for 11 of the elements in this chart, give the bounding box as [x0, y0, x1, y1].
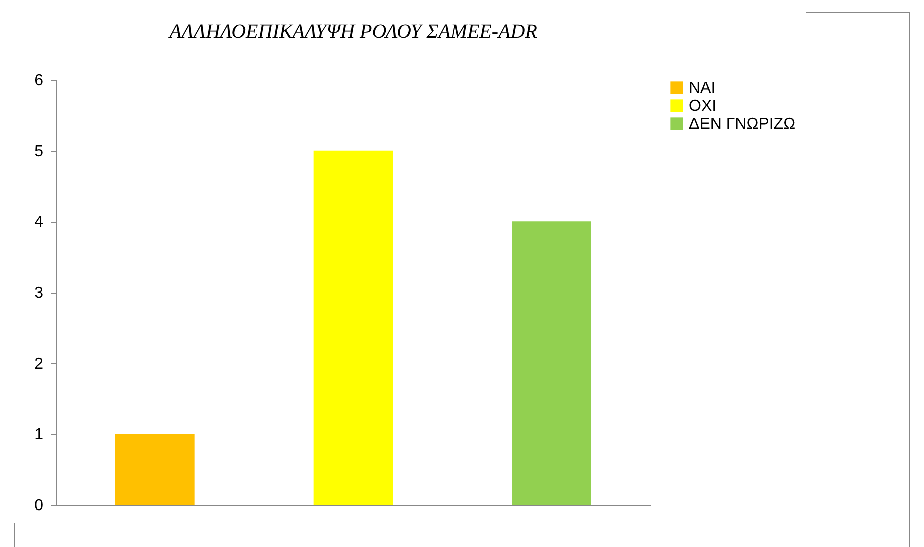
y-tick-label: 1: [34, 426, 44, 444]
legend-label: ΔΕΝ ΓΝΩΡΙΖΩ: [689, 116, 796, 133]
y-tick-label: 4: [34, 214, 44, 232]
chart-title: ΑΛΛΗΛΟΕΠΙΚΑΛΥΨΗ ΡΟΛΟΥ ΣΑΜΕΕ-ADR: [168, 21, 538, 43]
y-tick-label: 0: [34, 498, 44, 514]
y-tick-label: 5: [34, 143, 44, 160]
y-tick-label: 3: [34, 285, 44, 302]
y-tick-label: 2: [34, 356, 44, 373]
legend-label: ΟΧΙ: [689, 98, 717, 115]
legend-label: ΝΑΙ: [689, 80, 716, 97]
y-tick-label: 6: [34, 72, 44, 90]
